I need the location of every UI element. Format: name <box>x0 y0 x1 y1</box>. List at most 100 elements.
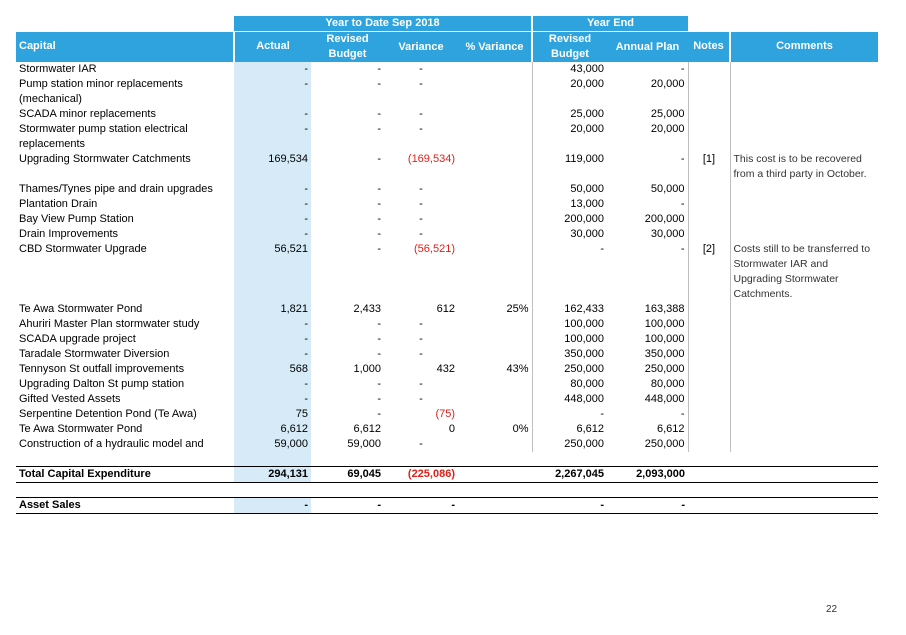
row-name: Upgrading Dalton St pump station <box>19 378 185 390</box>
row-variance: - <box>419 318 423 330</box>
row-comment <box>729 377 878 392</box>
row-budget: 2,433 <box>353 303 381 315</box>
row-name: Taradale Stormwater Diversion <box>19 348 170 360</box>
row-comment <box>729 347 878 362</box>
row-annual-plan: 250,000 <box>644 363 685 375</box>
col-comments: Comments <box>729 31 878 62</box>
row-comment <box>729 392 878 407</box>
row-annual-plan: 250,000 <box>644 438 685 450</box>
row-name: SCADA minor replacements <box>19 108 156 120</box>
row-name: Te Awa Stormwater Pond <box>19 423 143 435</box>
row-actual: - <box>234 392 311 407</box>
col-pct-variance: % Variance <box>458 31 532 62</box>
row-pct-variance <box>458 62 532 77</box>
row-variance: - <box>419 228 423 240</box>
row-actual: - <box>234 77 311 107</box>
row-comment: This cost is to be recovered from a thir… <box>729 152 878 182</box>
asset-sales-label: Asset Sales <box>16 497 234 514</box>
row-name: CBD Stormwater Upgrade <box>19 243 147 255</box>
row-ye-budget: - <box>531 407 607 422</box>
row-variance: - <box>419 438 423 450</box>
row-annual-plan: 80,000 <box>650 378 685 390</box>
row-comment <box>729 107 878 122</box>
row-actual: 568 <box>234 362 311 377</box>
total-row: Total Capital Expenditure 294,131 69,045… <box>16 466 878 483</box>
ytd-group-header: Year to Date Sep 2018 <box>234 16 532 32</box>
row-ye-budget: 119,000 <box>531 152 607 182</box>
row-ye-budget: 30,000 <box>531 227 607 242</box>
row-name: Serpentine Detention Pond (Te Awa) <box>19 408 197 420</box>
table-row: Te Awa Stormwater Pond 1,821 2,433 612 25% 16… <box>16 302 878 317</box>
table-row: CBD Stormwater Upgrade 56,521- (56,521) - -[… <box>16 242 878 302</box>
asset-sales-variance: - <box>384 497 458 514</box>
row-variance: - <box>419 63 423 75</box>
asset-sales-pct <box>458 497 532 514</box>
row-actual: 1,821 <box>234 302 311 317</box>
row-name: Stormwater pump station electrical repla… <box>19 123 188 150</box>
row-ye-budget: 100,000 <box>531 317 607 332</box>
table-row: Pump station minor replacements (mechani… <box>16 77 878 107</box>
total-budget: 69,045 <box>311 466 384 483</box>
row-ye-budget: 20,000 <box>531 122 607 152</box>
col-ye-revised-budget: Revised Budget <box>531 31 607 62</box>
row-annual-plan: 163,388 <box>644 303 685 315</box>
asset-sales-annual: - <box>607 497 688 514</box>
row-comment <box>729 212 878 227</box>
row-pct-variance <box>458 332 532 347</box>
row-ye-budget: 250,000 <box>531 362 607 377</box>
row-pct-variance: 25% <box>506 303 529 315</box>
row-actual: - <box>234 227 311 242</box>
row-actual: - <box>234 317 311 332</box>
row-variance: - <box>419 123 423 135</box>
row-note: [1] <box>687 152 730 182</box>
row-budget: - <box>377 333 381 345</box>
row-budget: - <box>377 228 381 240</box>
table-row: Plantation Drain - - - 13,000 - <box>16 197 878 212</box>
row-annual-plan: - <box>680 63 685 75</box>
row-ye-budget: 20,000 <box>531 77 607 107</box>
row-ye-budget: 448,000 <box>531 392 607 407</box>
table-row: Stormwater pump station electrical repla… <box>16 122 878 152</box>
row-annual-plan: 20,000 <box>650 78 685 90</box>
row-note <box>687 437 730 452</box>
row-budget: - <box>377 78 381 90</box>
header-row: Capital Actual Revised Budget Variance %… <box>16 31 878 62</box>
row-actual: 56,521 <box>234 242 311 302</box>
row-budget: - <box>377 408 381 420</box>
row-comment <box>729 437 878 452</box>
row-pct-variance <box>458 437 532 452</box>
row-budget: - <box>377 198 381 210</box>
table-row: Thames/Tynes pipe and drain upgrades - - - 5… <box>16 182 878 197</box>
row-budget: - <box>377 123 381 135</box>
table-row: Upgrading Stormwater Catchments 169,534 - (… <box>16 152 878 182</box>
table-row: Stormwater IAR - - - 43,000 - <box>16 62 878 77</box>
table-row: Te Awa Stormwater Pond 6,612 6,612 0 0% 6,612… <box>16 422 878 437</box>
asset-sales-row: Asset Sales - - - - - <box>16 497 878 514</box>
row-pct-variance <box>458 152 532 182</box>
row-annual-plan: 350,000 <box>644 348 685 360</box>
row-actual: - <box>234 347 311 362</box>
table-row: Gifted Vested Assets - - - 448,000 448,000 <box>16 392 878 407</box>
row-pct-variance <box>458 182 532 197</box>
row-note <box>687 197 730 212</box>
row-comment <box>729 407 878 422</box>
row-note <box>687 362 730 377</box>
row-name: Te Awa Stormwater Pond <box>19 303 143 315</box>
row-name: Plantation Drain <box>19 198 98 210</box>
row-budget: - <box>377 348 381 360</box>
row-actual: - <box>234 197 311 212</box>
row-variance: 612 <box>436 303 455 315</box>
row-ye-budget: 6,612 <box>531 422 607 437</box>
row-variance: - <box>419 378 423 390</box>
row-comment <box>729 332 878 347</box>
row-ye-budget: 350,000 <box>531 347 607 362</box>
row-variance: - <box>419 108 423 120</box>
row-comment <box>729 317 878 332</box>
row-variance: - <box>419 78 423 90</box>
row-ye-budget: 80,000 <box>531 377 607 392</box>
row-name: Bay View Pump Station <box>19 213 134 225</box>
row-budget: - <box>377 318 381 330</box>
row-budget: - <box>377 153 381 165</box>
row-actual: - <box>234 332 311 347</box>
row-variance: - <box>419 333 423 345</box>
